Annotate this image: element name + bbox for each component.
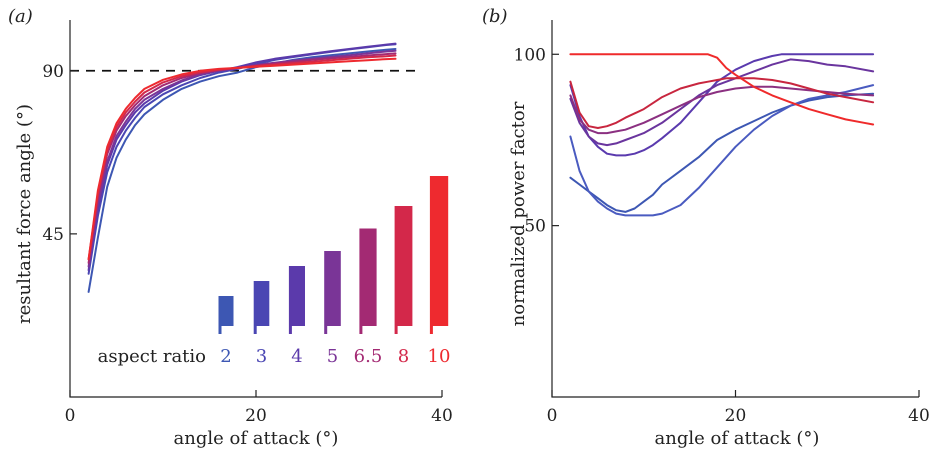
series-line-ar-5-a <box>87 49 397 268</box>
aspect-ratio-label-2: 2 <box>220 346 231 367</box>
aspect-ratio-bar-8 <box>394 206 413 326</box>
panel-b-label: (b) <box>482 6 508 27</box>
aspect-ratio-bar-2 <box>218 296 234 326</box>
panel-a-label: (a) <box>8 6 33 27</box>
aspect-ratio-bar-foot <box>429 326 433 334</box>
aspect-ratio-inset: aspect ratio 2 3 4 5 6.5 8 10 <box>98 176 451 367</box>
aspect-ratio-label-6-5: 6.5 <box>354 346 383 367</box>
aspect-ratio-bar-foot <box>359 326 363 334</box>
panel-b-xlabel: angle of attack (°) <box>655 428 820 449</box>
aspect-ratio-label-8: 8 <box>398 346 409 367</box>
plot-a-area <box>70 42 422 293</box>
plot-b-area <box>569 53 875 217</box>
x-tick-label: 0 <box>65 406 76 426</box>
aspect-ratio-title: aspect ratio <box>98 346 206 367</box>
panel-a-axes <box>69 20 442 398</box>
series-line-ar-6-5-a <box>87 52 397 264</box>
x-tick-label: 20 <box>725 406 747 426</box>
x-tick-label: 40 <box>431 406 453 426</box>
panel-b-ticks: 0 20 40 50 100 <box>514 45 930 426</box>
series-line-ar-10-b <box>569 53 875 126</box>
aspect-ratio-label-3: 3 <box>256 346 267 367</box>
series-line-ar-2-a <box>87 48 397 293</box>
aspect-ratio-bar-foot <box>324 326 328 334</box>
aspect-ratio-bar-foot <box>253 326 257 334</box>
aspect-ratio-label-5: 5 <box>327 346 338 367</box>
y-tick-label: 50 <box>524 217 546 237</box>
series-line-ar-4-a <box>87 42 397 272</box>
series-line-ar-4-b <box>569 53 875 157</box>
aspect-ratio-bar-10 <box>429 176 449 326</box>
x-tick-label: 20 <box>245 406 267 426</box>
series-line-ar-3-a <box>87 43 397 275</box>
aspect-ratio-label-10: 10 <box>428 346 451 367</box>
series-line-ar-2-b <box>569 92 875 213</box>
series-line-ar-3-b <box>569 84 875 217</box>
aspect-ratio-bar-3 <box>253 281 270 326</box>
series-line-ar-8-b <box>569 77 875 129</box>
panel-a-ylabel: resultant force angle (°) <box>14 104 35 324</box>
aspect-ratio-bar-foot <box>288 326 292 334</box>
y-tick-label: 45 <box>42 225 64 245</box>
aspect-ratio-bar-foot <box>394 326 398 334</box>
aspect-ratio-bar-foot <box>218 326 222 334</box>
aspect-ratio-bar-4 <box>288 266 305 326</box>
aspect-ratio-bar-6-5 <box>359 228 377 326</box>
y-tick-label: 100 <box>514 45 546 65</box>
panel-a-xlabel: angle of attack (°) <box>174 428 339 449</box>
aspect-ratio-label-4: 4 <box>291 346 302 367</box>
aspect-ratio-bar-5 <box>324 251 341 326</box>
panel-b: (b) 0 20 40 50 100 angle of attack (°) norma… <box>482 6 930 449</box>
x-tick-label: 40 <box>908 406 930 426</box>
series-line-ar-6-5-b <box>569 85 875 135</box>
y-tick-label: 90 <box>42 62 64 82</box>
series-line-ar-8-a <box>87 54 397 261</box>
series-line-ar-10-a <box>87 57 397 261</box>
x-tick-label: 0 <box>547 406 558 426</box>
panel-b-ylabel: normalized power factor <box>508 101 529 326</box>
